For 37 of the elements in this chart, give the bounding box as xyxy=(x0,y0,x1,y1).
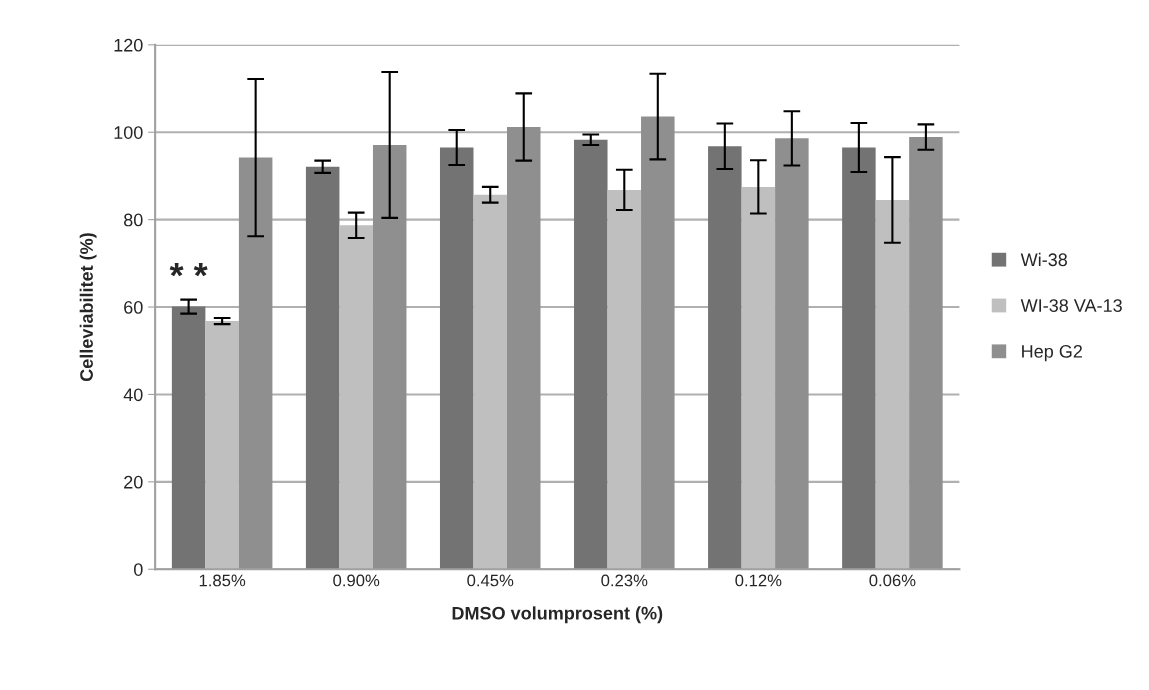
bar xyxy=(909,137,943,570)
bar xyxy=(708,146,742,570)
bar xyxy=(875,199,910,570)
y-tick-label: 100 xyxy=(114,126,143,139)
legend-label: Hep G2 xyxy=(1022,344,1082,362)
bar xyxy=(238,157,273,570)
bar xyxy=(741,186,776,570)
bar xyxy=(439,147,474,570)
bar xyxy=(372,144,407,570)
y-tick-label: 80 xyxy=(124,213,143,227)
bar xyxy=(205,321,239,570)
bar xyxy=(574,139,608,570)
bar xyxy=(171,306,206,570)
bar xyxy=(842,147,876,570)
x-tick-label: 0.90% xyxy=(333,574,380,587)
bar xyxy=(607,189,642,570)
y-tick-label: 60 xyxy=(124,300,143,314)
bar xyxy=(305,166,340,570)
bar xyxy=(473,194,507,570)
annotation: * * xyxy=(169,262,208,277)
bar xyxy=(339,225,373,570)
legend-label: Wi-38 xyxy=(1020,252,1067,267)
bar xyxy=(641,116,675,570)
bar xyxy=(507,127,541,570)
x-axis-title: DMSO volumprosent (%) xyxy=(452,606,663,624)
y-tick-label: 20 xyxy=(124,475,143,489)
y-tick-label: 40 xyxy=(123,388,143,402)
y-tick-label: 120 xyxy=(114,38,143,52)
x-tick-label: 1.85% xyxy=(199,574,246,587)
legend-label: WI-38 VA-13 xyxy=(1020,299,1122,312)
y-tick-label: 0 xyxy=(133,563,143,576)
y-axis-title: Celleviabilitet (%) xyxy=(79,233,97,382)
x-tick-label: 0.12% xyxy=(735,574,782,587)
x-tick-label: 0.06% xyxy=(869,574,916,587)
bar xyxy=(775,138,809,570)
x-tick-label: 0.45% xyxy=(467,574,514,587)
x-tick-label: 0.23% xyxy=(601,574,648,587)
